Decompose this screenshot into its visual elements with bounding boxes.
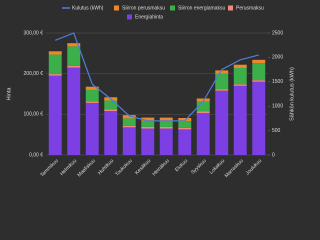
y-tick-label: 300,00 € xyxy=(24,30,44,36)
bar-segment xyxy=(67,65,81,68)
bar-segment xyxy=(178,121,192,128)
bar-segment xyxy=(178,117,192,122)
y2-tick-label: 2500 xyxy=(272,30,283,36)
y-axis-label: Hinta xyxy=(6,87,12,101)
bar-segment xyxy=(252,59,266,64)
bar-segment xyxy=(215,73,229,90)
x-tick-label: Elokuu xyxy=(174,158,189,173)
y-tick-label: 100,00 € xyxy=(24,112,44,118)
bar-segment xyxy=(252,81,266,155)
bar-segment xyxy=(233,67,247,85)
bar-segment xyxy=(48,54,62,75)
bar-segment xyxy=(122,127,136,155)
y2-tick-label: 2000 xyxy=(272,55,283,61)
x-tick-label: Syyskuu xyxy=(190,158,208,176)
bar-segment xyxy=(141,128,155,155)
legend-swatch xyxy=(170,5,175,11)
x-tick-label: Huhtikuu xyxy=(97,158,115,176)
bar-segment xyxy=(252,63,266,81)
bar-segment xyxy=(196,113,210,155)
bar-segment xyxy=(48,74,62,76)
bar-segment xyxy=(104,100,118,110)
bar-segment xyxy=(196,101,210,112)
y2-tick-label: 500 xyxy=(272,128,281,134)
bar-segment xyxy=(67,67,81,155)
x-tick-label: Kesäkuu xyxy=(134,158,152,176)
x-tick-label: Maaliskuu xyxy=(76,158,96,178)
legend-swatch xyxy=(228,5,233,11)
bar-segment xyxy=(67,43,81,47)
bar-segment xyxy=(196,98,210,102)
bar-segment xyxy=(159,120,173,127)
y2-tick-label: 1000 xyxy=(272,104,283,110)
bar-segment xyxy=(104,109,118,112)
bar-segment xyxy=(141,120,155,127)
legend-label: Siirron energiamaksu xyxy=(178,5,225,11)
bar-segment xyxy=(48,51,62,55)
bar-segment xyxy=(233,85,247,155)
bar-segment xyxy=(122,118,136,126)
bar-segment xyxy=(85,86,99,90)
legend-swatch xyxy=(127,14,132,20)
x-tick-label: Joulukuu xyxy=(245,158,264,177)
bar-segment xyxy=(67,46,81,66)
bar-segment xyxy=(141,126,155,129)
legend-label: Siirron perusmaksu xyxy=(122,5,165,11)
bar-segment xyxy=(215,89,229,91)
bar-segment xyxy=(48,75,62,155)
bar-segment xyxy=(233,84,247,86)
x-tick-label: Heinäkuu xyxy=(151,158,170,177)
y-tick-label: 0,00 € xyxy=(29,152,43,158)
y-tick-label: 200,00 € xyxy=(24,71,44,77)
y2-tick-label: 0 xyxy=(272,152,275,158)
x-tick-label: Lokakuu xyxy=(208,158,226,176)
bar-segment xyxy=(122,115,136,119)
bar-segment xyxy=(159,117,173,121)
page: {"chart_data": {"type": "bar", "stacked"… xyxy=(6,5,296,180)
bar-segment xyxy=(85,101,99,103)
bar-segment xyxy=(104,111,118,155)
bar-segment xyxy=(141,117,155,121)
bar-segment xyxy=(178,127,192,130)
bar-segment xyxy=(85,89,99,102)
bar-segment xyxy=(178,129,192,155)
bar-segment xyxy=(215,70,229,74)
bar-segment xyxy=(215,90,229,155)
bar-segment xyxy=(85,102,99,155)
chart: Hinta Sähkön kulutus (kWh) 0,00 € 100,00 … xyxy=(6,5,295,179)
bar-segment xyxy=(159,126,173,129)
bar-segment xyxy=(159,128,173,155)
legend-label: Perusmaksu xyxy=(236,5,264,11)
y2-tick-label: 1500 xyxy=(272,79,283,85)
x-tick-label: Marraskuu xyxy=(224,158,245,179)
legend-label: Energiahinta xyxy=(135,14,163,20)
legend-label: Kulutus (kWh) xyxy=(72,5,104,11)
x-tick-label: Toukokuu xyxy=(114,158,134,178)
x-tick-label: Tammikuu xyxy=(39,158,60,179)
legend-swatch xyxy=(114,5,119,11)
bar-segment xyxy=(252,80,266,82)
y2-axis-label: Sähkön kulutus (kWh) xyxy=(289,67,295,121)
line xyxy=(55,32,259,122)
bar-segment xyxy=(196,111,210,114)
bar-segment xyxy=(122,125,136,128)
bar-segment xyxy=(233,64,247,68)
